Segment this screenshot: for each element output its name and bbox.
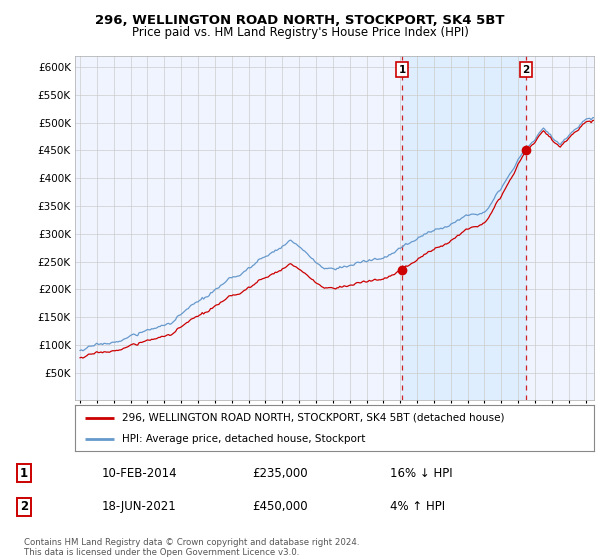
Text: 2: 2 — [522, 64, 530, 74]
Text: £450,000: £450,000 — [252, 500, 308, 514]
Text: 296, WELLINGTON ROAD NORTH, STOCKPORT, SK4 5BT: 296, WELLINGTON ROAD NORTH, STOCKPORT, S… — [95, 14, 505, 27]
Text: Contains HM Land Registry data © Crown copyright and database right 2024.
This d: Contains HM Land Registry data © Crown c… — [24, 538, 359, 557]
Text: 18-JUN-2021: 18-JUN-2021 — [102, 500, 177, 514]
Text: Price paid vs. HM Land Registry's House Price Index (HPI): Price paid vs. HM Land Registry's House … — [131, 26, 469, 39]
Text: 296, WELLINGTON ROAD NORTH, STOCKPORT, SK4 5BT (detached house): 296, WELLINGTON ROAD NORTH, STOCKPORT, S… — [122, 413, 504, 423]
Text: 2: 2 — [20, 500, 28, 514]
Bar — [402, 56, 526, 400]
Text: £235,000: £235,000 — [252, 466, 308, 480]
Text: HPI: Average price, detached house, Stockport: HPI: Average price, detached house, Stoc… — [122, 434, 365, 444]
Text: 4% ↑ HPI: 4% ↑ HPI — [390, 500, 445, 514]
Text: 1: 1 — [20, 466, 28, 480]
Text: 16% ↓ HPI: 16% ↓ HPI — [390, 466, 452, 480]
Text: 1: 1 — [398, 64, 406, 74]
Text: 10-FEB-2014: 10-FEB-2014 — [102, 466, 178, 480]
